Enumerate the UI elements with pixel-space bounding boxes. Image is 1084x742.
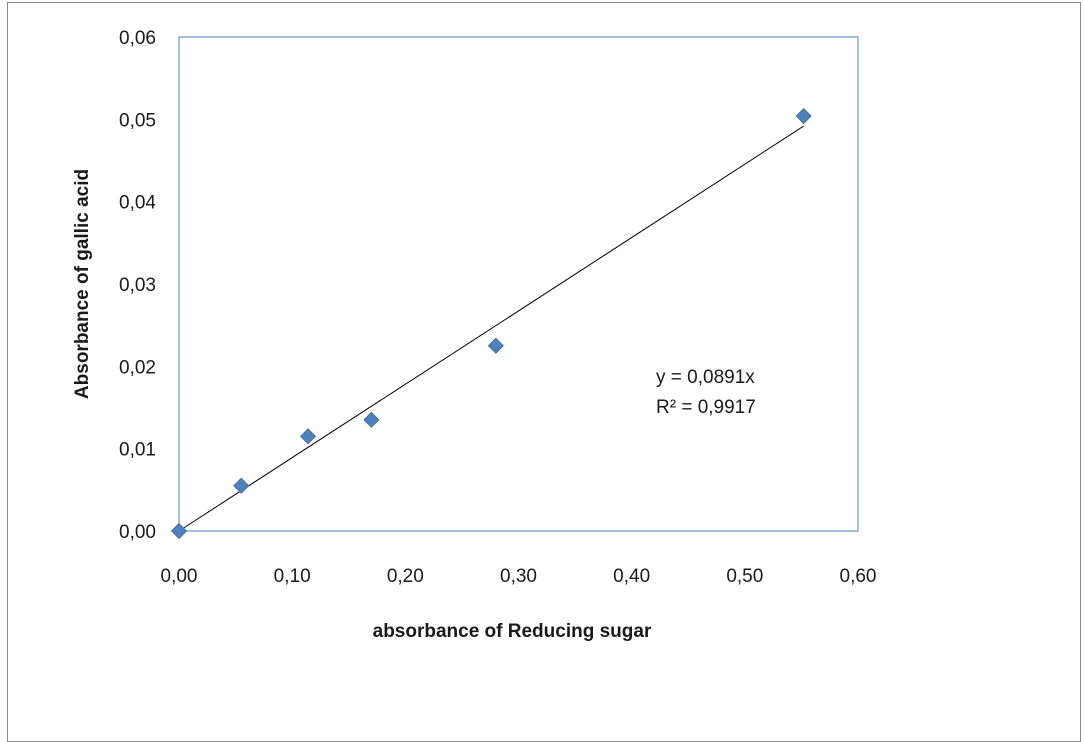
chart-area-frame <box>7 2 1081 742</box>
x-tick-label: 0,10 <box>274 566 311 587</box>
x-tick-label: 0,30 <box>500 566 537 587</box>
y-tick-label: 0,01 <box>119 440 156 461</box>
y-tick-label: 0,06 <box>119 28 156 49</box>
x-tick-label: 0,50 <box>726 566 763 587</box>
y-tick-label: 0,02 <box>119 357 156 378</box>
x-axis-tick-labels: 0,00 0,10 0,20 0,30 0,40 0,50 0,60 <box>161 566 877 587</box>
y-axis-tick-labels: 0,00 0,01 0,02 0,03 0,04 0,05 0,06 <box>119 28 156 543</box>
x-tick-label: 0,00 <box>161 566 198 587</box>
data-point-marker <box>233 477 250 494</box>
x-tick-label: 0,40 <box>613 566 650 587</box>
x-tick-label: 0,20 <box>387 566 424 587</box>
trendline-equation: y = 0,0891x <box>656 367 755 388</box>
y-tick-label: 0,04 <box>119 193 156 214</box>
y-axis-title: Absorbance of gallic acid <box>72 169 93 399</box>
y-tick-label: 0,05 <box>119 110 156 131</box>
data-point-marker <box>795 107 812 125</box>
trendline <box>178 125 804 532</box>
x-axis-title: absorbance of Reducing sugar <box>373 621 652 642</box>
data-point-marker <box>363 411 380 428</box>
data-points <box>170 107 812 540</box>
r-squared-label: R² = 0,9917 <box>656 397 756 418</box>
data-point-marker <box>299 428 317 445</box>
y-tick-label: 0,03 <box>119 275 156 296</box>
plot-area <box>178 36 859 532</box>
data-point-marker <box>487 337 504 354</box>
data-point-marker <box>170 522 188 540</box>
x-tick-label: 0,60 <box>840 566 877 587</box>
y-tick-label: 0,00 <box>119 522 156 543</box>
